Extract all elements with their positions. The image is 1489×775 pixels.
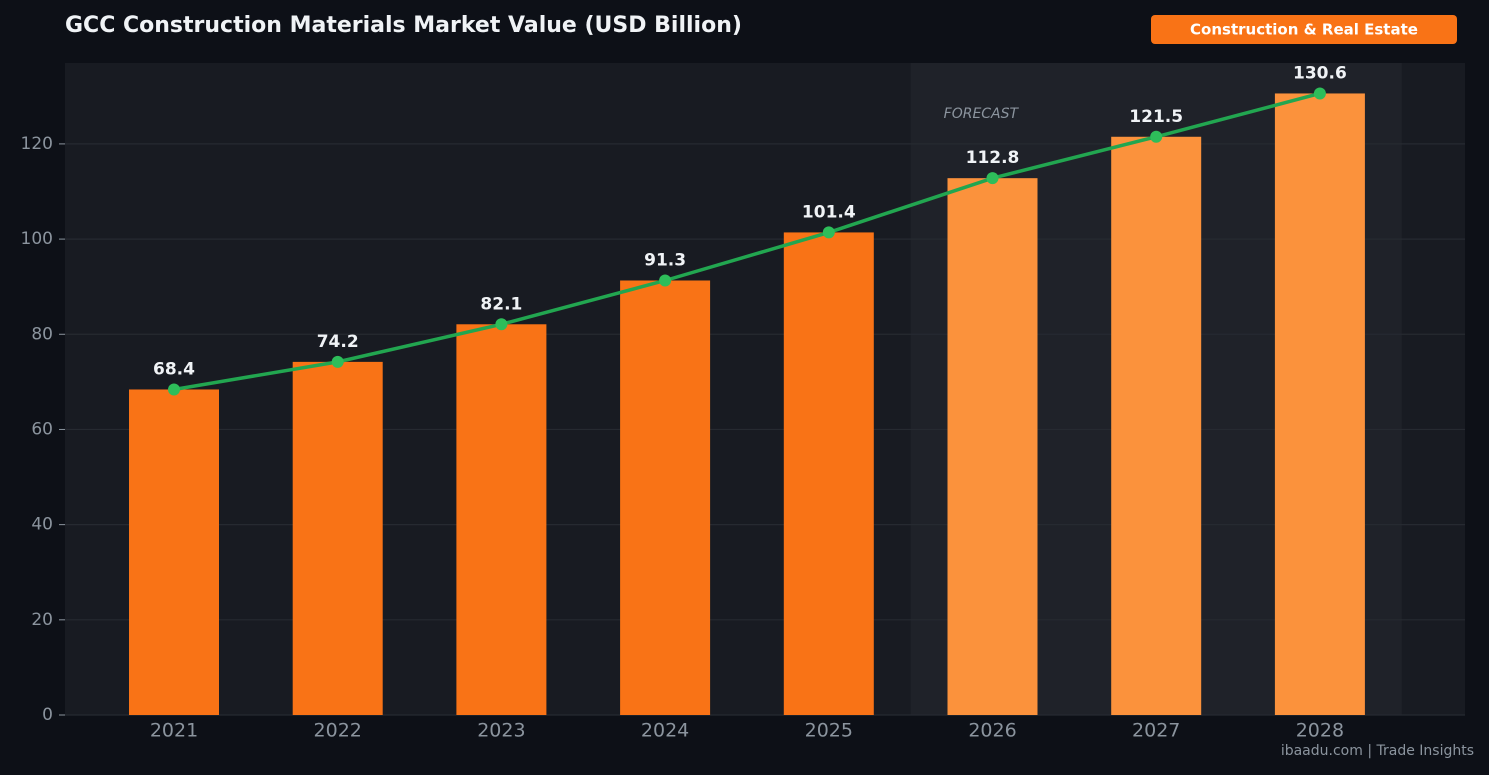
value-label: 91.3	[644, 250, 686, 270]
bar	[620, 280, 711, 715]
value-label: 101.4	[802, 202, 856, 222]
bar	[783, 232, 874, 716]
bar	[456, 324, 547, 715]
footer: ibaadu.com | Trade Insights	[1281, 743, 1474, 759]
x-tick-label: 2023	[477, 720, 525, 742]
trend-marker	[659, 274, 672, 287]
badge: Construction & Real Estate	[1190, 21, 1418, 39]
trend-marker	[1150, 130, 1163, 143]
y-tick-label: 100	[21, 229, 53, 249]
trend-marker	[495, 318, 508, 331]
value-label: 74.2	[317, 332, 359, 352]
value-label: 121.5	[1129, 107, 1183, 127]
value-label: 68.4	[153, 359, 195, 379]
y-tick-label: 40	[31, 515, 53, 535]
x-tick-label: 2025	[805, 720, 853, 742]
x-tick-label: 2024	[641, 720, 689, 742]
trend-line	[173, 91, 1321, 392]
trend-marker	[822, 226, 835, 239]
bar	[947, 178, 1038, 716]
forecast-label: FORECAST	[944, 106, 1020, 122]
y-tick-label: 20	[31, 610, 53, 630]
bar	[1274, 93, 1365, 716]
y-tick-label: 120	[21, 134, 53, 154]
y-tick-label: 60	[31, 419, 53, 439]
x-tick-label: 2027	[1132, 720, 1180, 742]
value-label: 82.1	[480, 294, 522, 314]
y-tick-label: 80	[31, 324, 53, 344]
trend-marker	[1313, 87, 1326, 100]
chart-title: GCC Construction Materials Market Value …	[65, 13, 742, 38]
x-tick-label: 2028	[1296, 720, 1344, 742]
bar	[129, 389, 219, 715]
bar	[292, 361, 383, 715]
value-label: 130.6	[1293, 63, 1347, 83]
trend-marker	[331, 355, 344, 368]
x-tick-label: 2022	[314, 720, 362, 742]
badge-bg	[1151, 15, 1457, 44]
value-label: 112.8	[966, 148, 1020, 168]
trend-marker	[986, 172, 999, 185]
x-tick-label: 2026	[968, 720, 1016, 742]
trend-marker	[168, 383, 180, 396]
y-tick-label: 0	[42, 705, 53, 725]
x-tick-label: 2021	[150, 720, 198, 742]
bar	[1111, 136, 1202, 715]
